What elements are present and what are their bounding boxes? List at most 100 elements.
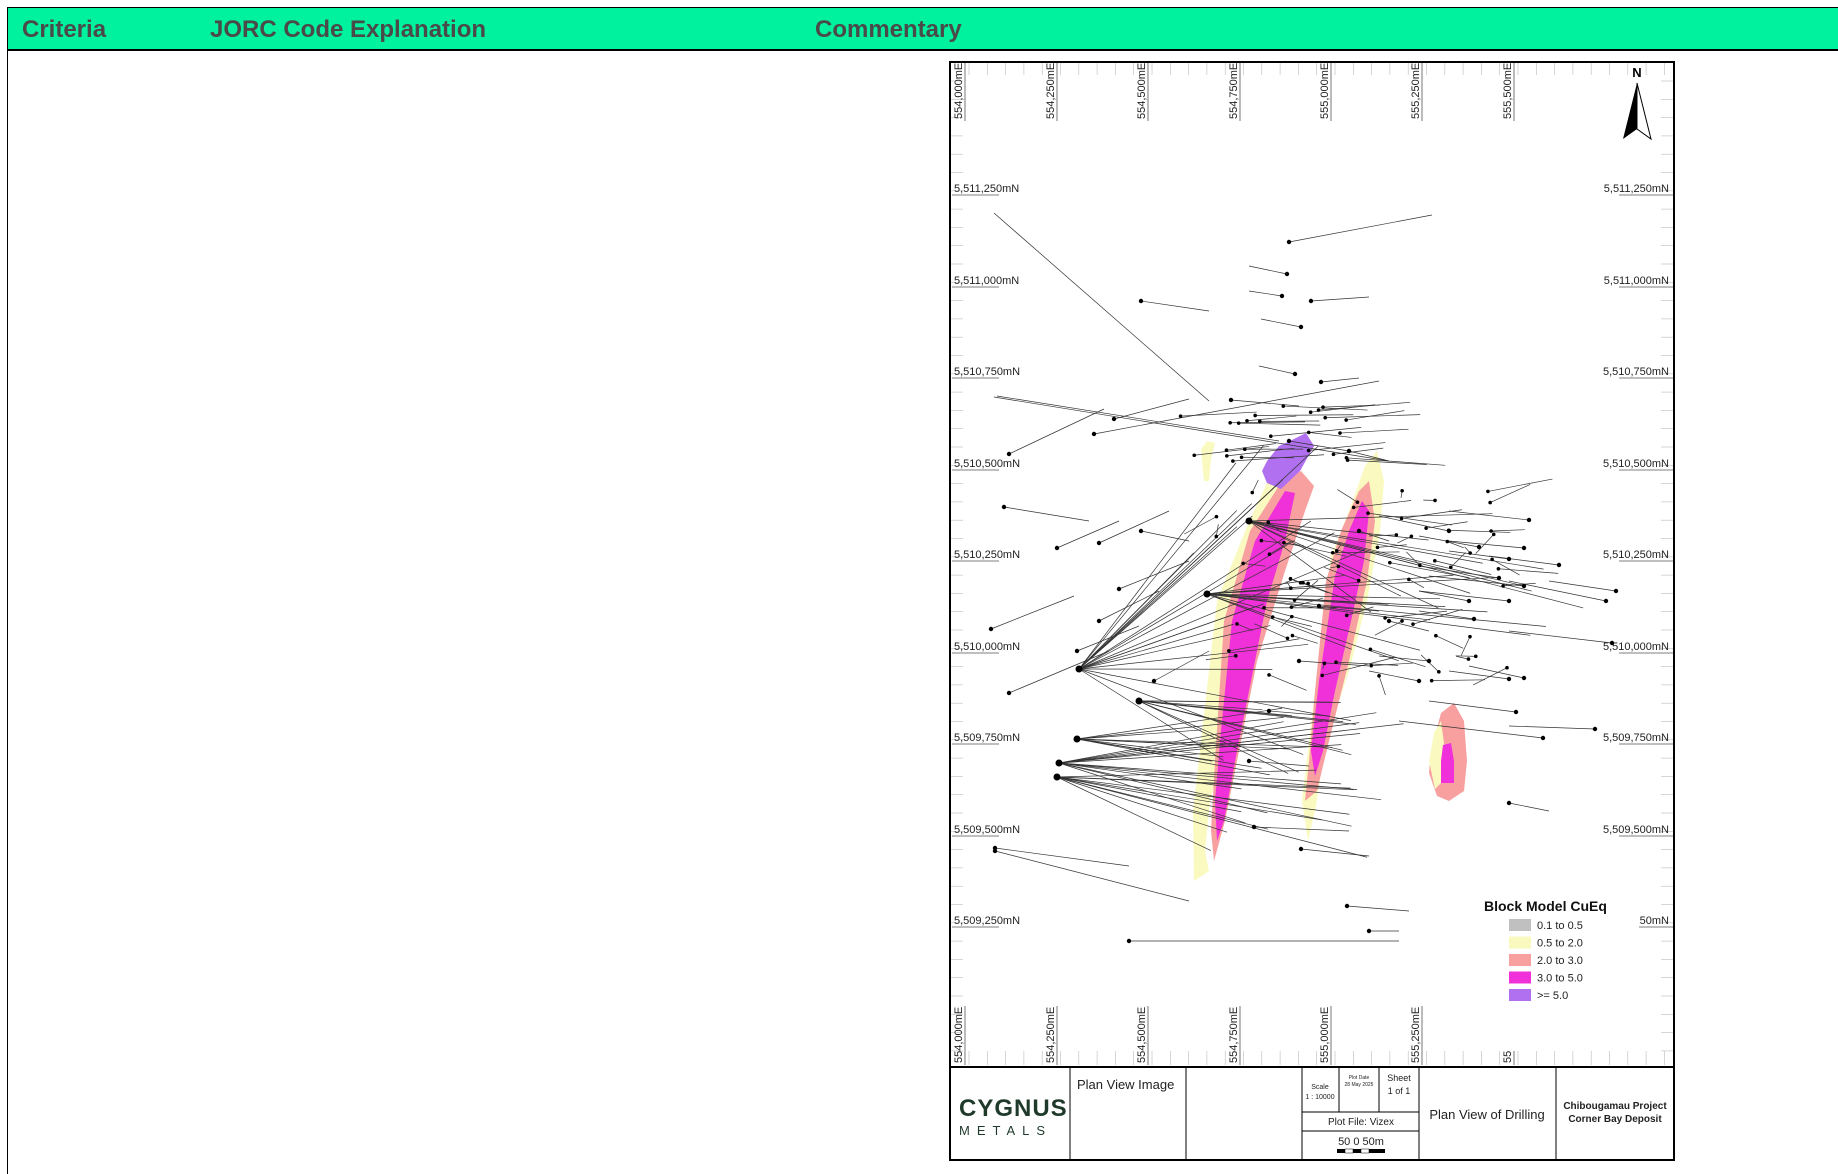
drill-collar	[1316, 408, 1321, 412]
drill-trace	[1003, 506, 1090, 522]
drill-collar	[1073, 735, 1081, 743]
header-criteria: Criteria	[22, 16, 107, 43]
drill-collar	[1318, 379, 1324, 385]
drill-trace	[1058, 762, 1268, 814]
drill-trace	[1248, 520, 1372, 613]
drill-trace	[1420, 654, 1440, 673]
drill-collar	[1246, 758, 1252, 764]
drill-collar	[1540, 735, 1546, 741]
drill-trace	[1268, 522, 1282, 533]
drill-traces	[990, 212, 1617, 942]
north-arrow-icon: N	[1623, 65, 1652, 141]
drill-trace	[1368, 534, 1397, 537]
drill-trace	[1236, 623, 1253, 631]
drill-trace	[1268, 674, 1307, 691]
drill-trace	[1475, 534, 1495, 554]
drill-trace	[1138, 700, 1352, 756]
drill-trace	[1058, 722, 1360, 764]
drill-trace	[1490, 484, 1531, 503]
drill-collar	[1468, 551, 1472, 555]
drill-trace	[1076, 738, 1333, 748]
drill-trace	[1318, 605, 1380, 612]
drill-collar	[1411, 622, 1415, 626]
northing-label-left: 5,509,750mN	[954, 732, 1020, 744]
legend-swatch	[1509, 919, 1531, 931]
drill-collar	[1289, 605, 1294, 609]
drill-trace	[1310, 296, 1370, 302]
drill-collar	[1592, 726, 1598, 732]
drill-trace	[1290, 578, 1329, 594]
drill-trace	[1076, 738, 1213, 762]
scale-bar-label: 50 0 50m	[1338, 1136, 1384, 1148]
drill-trace	[1248, 520, 1429, 541]
drill-trace	[1056, 520, 1120, 549]
drill-trace	[1498, 568, 1559, 574]
drill-trace	[1078, 668, 1352, 721]
legend-title: Block Model CuEq	[1484, 898, 1607, 914]
drill-trace	[1058, 723, 1404, 764]
drill-trace	[1076, 738, 1224, 758]
drill-trace	[1056, 776, 1354, 791]
drill-trace	[1058, 762, 1246, 824]
drill-trace	[1056, 776, 1211, 851]
drill-trace	[1448, 510, 1530, 521]
plan-view-image-label: Plan View Image	[1077, 1077, 1174, 1092]
legend-label: >= 5.0	[1537, 990, 1568, 1002]
drill-collar	[1306, 448, 1311, 453]
drill-collar	[1426, 658, 1432, 664]
drill-collar	[1091, 431, 1097, 437]
drill-trace	[1056, 769, 1317, 778]
drill-trace	[1058, 762, 1242, 790]
scale-value: 1 : 10000	[1305, 1094, 1334, 1101]
header-jorc-code-explanation: JORC Code Explanation	[210, 16, 487, 43]
deposit-name: Corner Bay Deposit	[1568, 1114, 1662, 1125]
northing-label-left: 5,511,250mN	[954, 183, 1019, 195]
drill-trace	[1118, 560, 1190, 590]
drill-trace	[1291, 597, 1324, 608]
drill-collar	[1344, 456, 1349, 460]
drill-trace	[994, 850, 1190, 902]
drill-trace	[1184, 516, 1217, 535]
drill-collar	[1192, 453, 1197, 458]
drill-trace	[1248, 520, 1439, 609]
drill-collar	[1386, 618, 1392, 624]
drill-trace	[1408, 579, 1425, 588]
drill-trace	[1418, 610, 1475, 620]
drill-trace	[1388, 620, 1430, 632]
drill-collar	[1006, 690, 1012, 696]
drill-trace	[1078, 462, 1237, 670]
drill-collar	[1251, 824, 1257, 830]
drill-collar	[1262, 605, 1266, 610]
drill-trace	[1418, 565, 1500, 579]
drill-trace	[1078, 445, 1264, 670]
drill-collar	[1471, 616, 1477, 622]
drill-trace	[1206, 576, 1499, 595]
drill-collar	[1521, 675, 1527, 681]
drill-trace	[1339, 428, 1409, 434]
drill-collar	[1603, 598, 1609, 604]
drill-trace	[1255, 414, 1354, 416]
drill-trace	[1008, 650, 1110, 694]
drill-collar	[1466, 598, 1472, 604]
drill-trace	[993, 212, 1210, 402]
drill-collar	[1245, 418, 1249, 423]
drill-trace	[1253, 826, 1350, 832]
easting-label-bottom: 555,250mE	[1410, 1007, 1422, 1063]
northing-label-right: 5,509,500mN	[1603, 824, 1669, 836]
drill-collar	[1292, 598, 1297, 602]
sheet-value: 1 of 1	[1388, 1086, 1411, 1096]
drill-collar	[1236, 421, 1241, 425]
drill-trace	[1078, 643, 1309, 670]
northing-label-right: 5,511,000mN	[1604, 275, 1669, 287]
drill-trace	[1238, 422, 1321, 426]
drill-trace	[1283, 405, 1368, 411]
plot-date-label: Plot Date	[1349, 1075, 1370, 1081]
drill-collar	[1320, 673, 1325, 678]
drill-collar	[1227, 649, 1231, 653]
legend-swatch	[1509, 989, 1531, 1001]
drill-trace	[1318, 401, 1411, 411]
drill-trace	[1450, 552, 1466, 568]
drill-trace	[1076, 625, 1140, 652]
drill-collar	[1289, 586, 1293, 590]
drill-collar	[1488, 500, 1492, 505]
